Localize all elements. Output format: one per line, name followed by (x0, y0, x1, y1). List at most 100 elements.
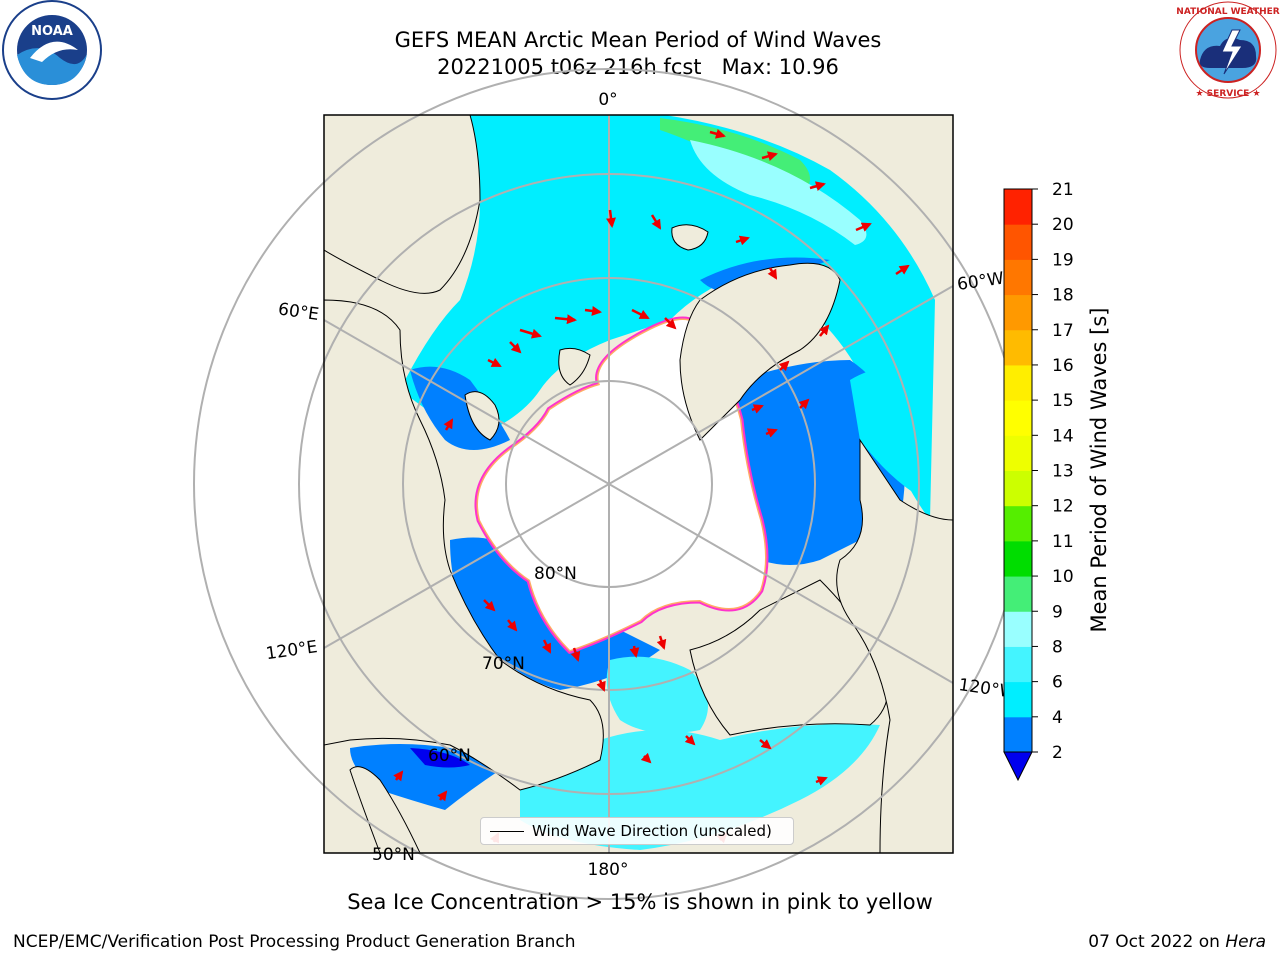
wave-arrow (570, 647, 581, 662)
scandinavia (324, 115, 481, 294)
wave-arrow (664, 317, 677, 330)
wave-arrow (519, 328, 542, 339)
wave-arrow (751, 404, 764, 414)
lat-label-60n: 60°N (428, 746, 471, 766)
wave-arrow (815, 776, 828, 786)
colorbar-bin (1004, 224, 1032, 260)
wave-arrow (596, 679, 606, 692)
colorbar-tick-label: 10 (1052, 567, 1074, 587)
footer-machine: Hera (1225, 932, 1266, 952)
wave-arrow (541, 639, 552, 654)
wave-arrow (584, 305, 602, 316)
svg-text:NATIONAL WEATHER: NATIONAL WEATHER (1176, 7, 1279, 17)
map-frame (323, 114, 954, 854)
colorbar-bin (1004, 259, 1032, 296)
lat-label-80n: 80°N (534, 564, 577, 584)
wave-arrow (735, 235, 750, 246)
colorbar-bin (1004, 505, 1032, 542)
colorbar-tick-label: 9 (1052, 602, 1063, 622)
colorbar-bin (1004, 576, 1032, 612)
wave-arrow (509, 341, 522, 354)
wave-arrow (759, 739, 772, 750)
wave-arrow (778, 360, 790, 372)
footer-date-text: 07 Oct 2022 on (1088, 932, 1220, 952)
canada (836, 438, 953, 853)
colorbar-tick-label: 18 (1052, 286, 1074, 306)
meridian-120e (323, 483, 610, 649)
nws-logo: NATIONAL WEATHER ★ SERVICE ★ (1176, 1, 1280, 99)
colorbar-tick-label: 13 (1052, 462, 1074, 482)
lat-label-50n: 50°N (372, 845, 415, 865)
colorbar-bin (1004, 435, 1032, 471)
greenland (679, 262, 841, 441)
ocean-field-pale (690, 140, 867, 245)
colorbar-tick-label: 11 (1052, 532, 1074, 552)
wave-arrow (798, 398, 810, 410)
colorbar-extend-min (1003, 751, 1033, 782)
map-legend: Wind Wave Direction (unscaled) (480, 817, 794, 845)
svg-text:NOAA: NOAA (31, 24, 73, 39)
okhotsk-deep (410, 748, 470, 768)
colorbar-bin (1004, 716, 1032, 753)
colorbar-tick-label: 8 (1052, 637, 1063, 657)
wave-arrow (650, 214, 662, 230)
colorbar-bin (1004, 681, 1032, 718)
colorbar-bin (1004, 470, 1032, 507)
wave-arrow (393, 770, 404, 782)
colorbar-bin (1004, 611, 1032, 647)
lat-label-70n: 70°N (482, 654, 525, 674)
novaya-zemlya (464, 391, 500, 441)
wave-arrow (507, 619, 518, 632)
meridian-120w (608, 483, 954, 684)
wave-arrow (765, 428, 778, 438)
wave-arrow (684, 734, 696, 746)
sea-ice-caption: Sea Ice Concentration > 15% is shown in … (347, 890, 933, 914)
footer-credit: NCEP/EMC/Verification Post Processing Pr… (13, 932, 576, 952)
colorbar-bin (1004, 329, 1032, 366)
wave-arrow (761, 151, 778, 162)
siberia (324, 299, 604, 791)
wave-arrow (483, 599, 496, 612)
colorbar-tick-label: 16 (1052, 356, 1074, 376)
colorbar-tick-label: 20 (1052, 215, 1074, 235)
ocean-field-main (400, 115, 935, 520)
colorbar-tick-label: 17 (1052, 321, 1074, 341)
colorbar-bin (1004, 294, 1032, 331)
wave-arrow (895, 264, 910, 276)
colorbar-segments (1004, 189, 1032, 753)
lon-label-60e: 60°E (277, 299, 320, 324)
colorbar-ticks: 2 4 6 8 9 10 11 12 13 14 15 16 17 18 19 20 21 (1032, 180, 1074, 763)
colorbar-tick-label: 14 (1052, 426, 1074, 446)
colorbar-tick-label: 21 (1052, 180, 1074, 200)
colorbar-label: Mean Period of Wind Waves [s] (1087, 308, 1111, 633)
iceland (671, 224, 709, 251)
kamchatka (349, 766, 421, 853)
svg-text:★ SERVICE ★: ★ SERVICE ★ (1195, 89, 1260, 99)
wave-arrow (767, 267, 778, 280)
wave-arrow (629, 645, 640, 658)
wave-arrow (640, 752, 652, 764)
wave-arrow (855, 222, 872, 232)
colorbar-bin (1004, 540, 1032, 577)
colorbar-bin (1004, 364, 1032, 401)
wave-arrow (443, 418, 454, 431)
wave-arrow (437, 790, 448, 802)
wave-arrow (819, 324, 830, 337)
arctic-map (324, 115, 953, 853)
colorbar-tick-label: 15 (1052, 391, 1074, 411)
colorbar-bin (1004, 189, 1032, 225)
meridian-60e (323, 319, 610, 485)
lon-label-120e: 120°E (265, 637, 319, 664)
colorbar-tick-label: 12 (1052, 497, 1074, 517)
wave-arrow (487, 357, 502, 368)
footer-date: 07 Oct 2022 on Hera (1088, 932, 1266, 952)
meridian-60w (608, 285, 954, 485)
colorbar: 2 4 6 8 9 10 11 12 13 14 15 16 17 18 19 20 21 Mean Perio… (1003, 180, 1111, 782)
wave-arrow (656, 635, 667, 650)
legend-label: Wind Wave Direction (unscaled) (532, 822, 772, 840)
colorbar-tick-label: 2 (1052, 743, 1063, 763)
wave-arrow (709, 128, 726, 139)
hudson-bay (850, 368, 930, 500)
lon-label-0: 0° (598, 90, 617, 110)
